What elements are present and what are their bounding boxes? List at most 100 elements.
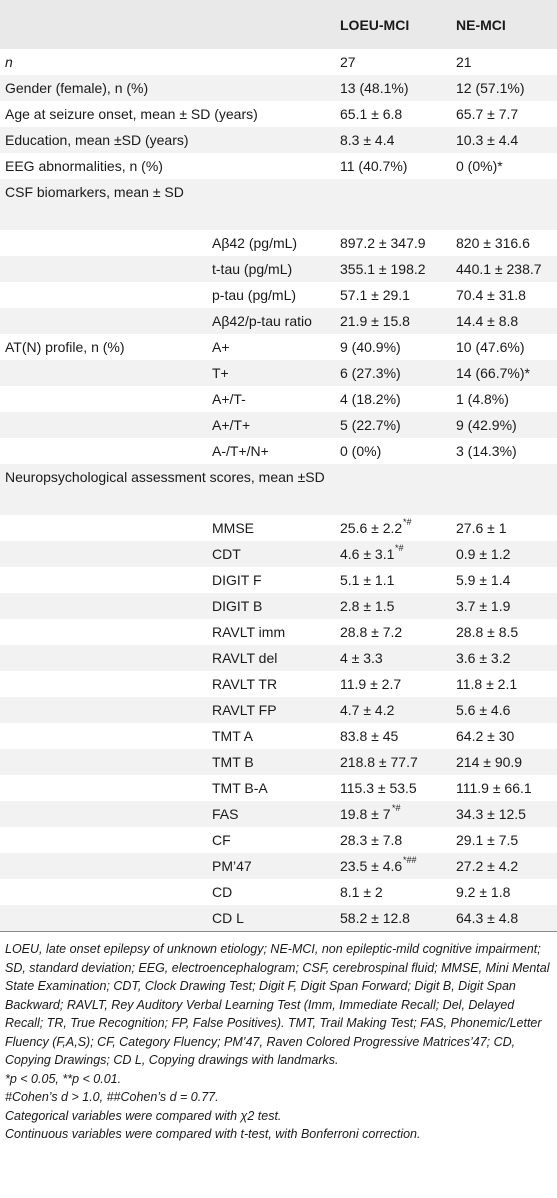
cell-ne-mci: 3.6 ± 3.2 [456, 650, 511, 666]
cell-loeu-mci: 6 (27.3%) [340, 365, 401, 381]
table-row: DIGIT B 2.8 ± 1.5 3.7 ± 1.9 [0, 593, 557, 619]
table-row: A-/T+/N+ 0 (0%) 3 (14.3%) [0, 438, 557, 464]
row-label: Age at seizure onset, mean ± SD (years) [5, 106, 258, 122]
cell-loeu-mci: 27 [340, 54, 356, 70]
table-row: CDT 4.6 ± 3.1 0.9 ± 1.2 *# [0, 541, 557, 567]
cell-ne-mci: 820 ± 316.6 [456, 235, 530, 251]
cell-loeu-mci: 4.6 ± 3.1 [340, 546, 395, 562]
table-footnotes: LOEU, late onset epilepsy of unknown eti… [0, 932, 557, 1144]
table-row: CD L 58.2 ± 12.8 64.3 ± 4.8 [0, 905, 557, 931]
cell-ne-mci: 28.8 ± 8.5 [456, 624, 519, 640]
row-sublabel: CF [212, 832, 231, 848]
cell-loeu-mci: 4 (18.2%) [340, 391, 401, 407]
row-sublabel: FAS [212, 806, 239, 822]
cell-loeu-mci: 5.1 ± 1.1 [340, 572, 395, 588]
cell-ne-mci: 111.9 ± 66.1 [456, 780, 532, 796]
cell-ne-mci: 3 (14.3%) [456, 443, 517, 459]
table-row: Aβ42 (pg/mL) 897.2 ± 347.9 820 ± 316.6 [0, 230, 557, 256]
cell-loeu-mci: 8.1 ± 2 [340, 884, 383, 900]
table-row: p-tau (pg/mL) 57.1 ± 29.1 70.4 ± 31.8 [0, 282, 557, 308]
cell-ne-mci: 11.8 ± 2.1 [456, 676, 518, 692]
row-sublabel: TMT B [212, 754, 254, 770]
table-row: TMT A 83.8 ± 45 64.2 ± 30 [0, 723, 557, 749]
cell-loeu-mci: 23.5 ± 4.6 [340, 858, 403, 874]
row-sublabel: A+ [212, 339, 230, 355]
row-sublabel: t-tau (pg/mL) [212, 261, 293, 277]
header-loeu-mci: LOEU-MCI [340, 17, 410, 33]
row-sublabel: RAVLT TR [212, 676, 278, 692]
cell-ne-mci: 14.4 ± 8.8 [456, 313, 519, 329]
row-sublabel: A+/T+ [212, 417, 251, 433]
cell-ne-mci: 21 [456, 54, 472, 70]
row-sublabel: RAVLT FP [212, 702, 277, 718]
row-sublabel: RAVLT imm [212, 624, 286, 640]
table-row: Gender (female), n (%) 13 (48.1%) 12 (57.1… [0, 75, 557, 101]
cell-ne-mci: 214 ± 90.9 [456, 754, 523, 770]
row-label: Neuropsychological assessment scores, me… [5, 469, 325, 485]
cell-loeu-mci: 28.8 ± 7.2 [340, 624, 403, 640]
cell-loeu-mci: 65.1 ± 6.8 [340, 106, 403, 122]
table-row: DIGIT F 5.1 ± 1.1 5.9 ± 1.4 [0, 567, 557, 593]
cell-ne-mci: 29.1 ± 7.5 [456, 832, 519, 848]
table-row: Aβ42/p-tau ratio 21.9 ± 15.8 14.4 ± 8.8 [0, 308, 557, 334]
table-row: RAVLT FP 4.7 ± 4.2 5.6 ± 4.6 [0, 697, 557, 723]
cell-ne-mci: 27.6 ± 1 [456, 520, 507, 536]
table-bottom-rule [0, 931, 557, 932]
cell-loeu-mci: 11.9 ± 2.7 [340, 676, 402, 692]
cell-loeu-mci: 25.6 ± 2.2 [340, 520, 403, 536]
cell-loeu-mci: 4.7 ± 4.2 [340, 702, 395, 718]
table-row: A+/T+ 5 (22.7%) 9 (42.9%) [0, 412, 557, 438]
table-row: TMT B-A 115.3 ± 53.5 111.9 ± 66.1 [0, 775, 557, 801]
cell-loeu-mci: 5 (22.7%) [340, 417, 401, 433]
cell-ne-mci: 3.7 ± 1.9 [456, 598, 511, 614]
cell-loeu-mci: 218.8 ± 77.7 [340, 754, 418, 770]
table-row: AT(N) profile, n (%) A+ 9 (40.9%) 10 (47.6%… [0, 334, 557, 360]
cell-ne-mci: 9.2 ± 1.8 [456, 884, 511, 900]
cell-ne-mci: 12 (57.1%) [456, 80, 525, 96]
row-sublabel: A-/T+/N+ [212, 443, 269, 459]
cell-loeu-mci: 19.8 ± 7 [340, 806, 391, 822]
table-row: A+/T- 4 (18.2%) 1 (4.8%) [0, 386, 557, 412]
cell-loeu-mci: 28.3 ± 7.8 [340, 832, 403, 848]
row-label: n [5, 54, 13, 70]
table-row: CF 28.3 ± 7.8 29.1 ± 7.5 [0, 827, 557, 853]
row-sublabel: Aβ42 (pg/mL) [212, 235, 298, 251]
footnote-cohens: #Cohen’s d > 1.0, ##Cohen’s d = 0.77. [5, 1090, 219, 1104]
table-row: PM’47 23.5 ± 4.6 27.2 ± 4.2 *## [0, 853, 557, 879]
table-row: n 27 21 [0, 49, 557, 75]
cell-ne-mci: 9 (42.9%) [456, 417, 517, 433]
cell-ne-mci: 70.4 ± 31.8 [456, 287, 526, 303]
row-sublabel: Aβ42/p-tau ratio [212, 313, 312, 329]
table-row: CSF biomarkers, mean ± SD [0, 179, 557, 230]
footnote-abbreviations: LOEU, late onset epilepsy of unknown eti… [5, 942, 550, 1067]
cell-ne-mci: 64.2 ± 30 [456, 728, 515, 744]
cell-ne-mci: 65.7 ± 7.7 [456, 106, 519, 122]
cell-loeu-mci: 83.8 ± 45 [340, 728, 399, 744]
cell-ne-mci: 64.3 ± 4.8 [456, 910, 519, 926]
table-row: Age at seizure onset, mean ± SD (years) 6… [0, 101, 557, 127]
row-sublabel: PM’47 [212, 858, 252, 874]
table-row: MMSE 25.6 ± 2.2 27.6 ± 1 *# [212, 517, 507, 537]
table-row: RAVLT TR 11.9 ± 2.7 11.8 ± 2.1 [0, 671, 557, 697]
cell-loeu-mci: 57.1 ± 29.1 [340, 287, 410, 303]
row-sublabel: CDT [212, 546, 241, 562]
cell-loeu-mci: 115.3 ± 53.5 [340, 780, 417, 796]
cell-loeu-mci: 2.8 ± 1.5 [340, 598, 395, 614]
cell-loeu-mci: 4 ± 3.3 [340, 650, 383, 666]
row-sublabel: MMSE [212, 520, 254, 536]
table-body: n 27 21 Gender (female), n (%) 13 (48.1%) 12 … [0, 49, 557, 931]
results-table: LOEU-MCI NE-MCI n 27 21 Gender (female), n … [0, 0, 557, 932]
cell-loeu-mci: 58.2 ± 12.8 [340, 910, 410, 926]
row-sublabel: A+/T- [212, 391, 246, 407]
cell-ne-mci: 27.2 ± 4.2 [456, 858, 519, 874]
cell-loeu-mci: 13 (48.1%) [340, 80, 409, 96]
footnote-categorical: Categorical variables were compared with… [5, 1108, 282, 1123]
row-sublabel: CD L [212, 910, 244, 926]
row-label: Education, mean ±SD (years) [5, 132, 189, 148]
row-label: Gender (female), n (%) [5, 80, 149, 96]
footnote-continuous: Continuous variables were compared with … [5, 1127, 421, 1141]
table-row: RAVLT imm 28.8 ± 7.2 28.8 ± 8.5 [0, 619, 557, 645]
cell-loeu-mci: 897.2 ± 347.9 [340, 235, 426, 251]
row-sublabel: TMT A [212, 728, 253, 744]
table-row: EEG abnormalities, n (%) 11 (40.7%) 0 (0%)… [0, 153, 557, 179]
